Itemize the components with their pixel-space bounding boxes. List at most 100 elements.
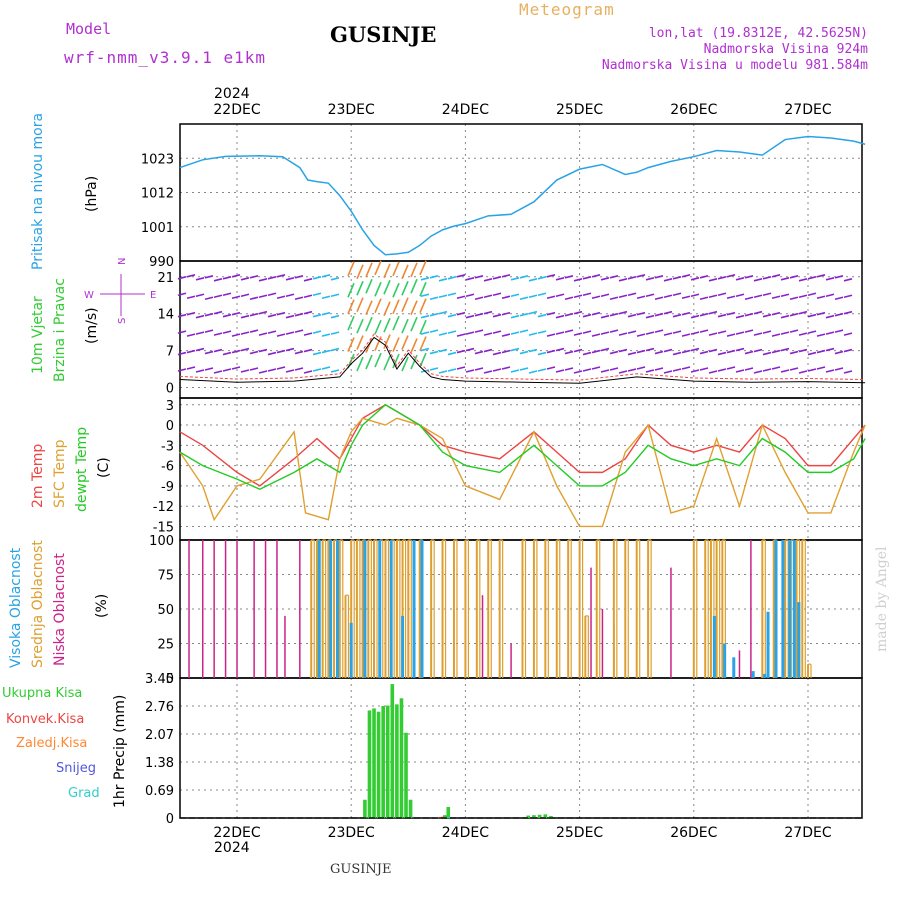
wind-arrow (708, 310, 718, 315)
x-tick-label-top: 26DEC (670, 102, 717, 118)
x-tick-label-bottom: 23DEC (328, 825, 375, 841)
wind-arrow (591, 366, 601, 370)
wind-arrow (717, 368, 727, 372)
panel-1: 0 7 14 21 (157, 260, 863, 399)
wind-arrow (735, 277, 745, 281)
wind-arrow (303, 370, 313, 374)
wind-arrow (303, 294, 313, 299)
wind-arrow (681, 349, 691, 354)
wind-arrow (285, 331, 295, 335)
wind-arrow (798, 332, 808, 336)
wind-arrow (735, 331, 745, 335)
wind-arrow (267, 313, 277, 318)
wind-arrow (356, 280, 364, 296)
wind-arrow (735, 347, 745, 352)
wind-arrow (564, 329, 574, 333)
wind-arrow (492, 276, 502, 280)
wind-arrow (546, 333, 556, 337)
wind-arrow (321, 366, 331, 370)
wind-arrow (267, 276, 277, 280)
wind-arrow (618, 348, 628, 353)
wind-arrow (528, 332, 538, 336)
wind-arrow (419, 319, 427, 335)
wind-arrow (374, 352, 382, 368)
y-tick-label: 21 (157, 271, 174, 286)
wind-arrow (681, 295, 691, 300)
wind-arrow (312, 330, 322, 334)
y-tick-label: 1012 (141, 187, 174, 202)
wind-arrow (744, 367, 754, 371)
wind-arrow (365, 300, 373, 316)
wind-arrow (771, 311, 781, 316)
wind-arrow (645, 277, 655, 281)
wind-arrow (231, 366, 241, 370)
wind-arrow (365, 278, 373, 294)
elevation-info: Nadmorska Visina 924m (703, 42, 868, 57)
temp-sfc-axis-label: SFC Temp (52, 439, 68, 508)
wind-arrow (771, 349, 781, 354)
wind-arrow (231, 311, 241, 316)
wind-arrow (483, 310, 493, 315)
y-tick-label: -9 (161, 480, 174, 495)
wind-arrow (582, 292, 592, 297)
wind-arrow (717, 276, 727, 280)
x-tick-label-top: 27DEC (784, 102, 831, 118)
wind-arrow (347, 337, 355, 352)
wind-arrow (528, 278, 538, 282)
wind-arrow (726, 274, 736, 278)
wind-arrow (789, 329, 799, 333)
wind-arrow (222, 330, 232, 334)
wind-arrow (636, 295, 646, 300)
wind-arrow (438, 348, 448, 353)
wind-arrow (555, 277, 565, 281)
wind-arrow (744, 275, 754, 279)
wind-arrow (726, 333, 736, 337)
year-top: 2024 (214, 86, 250, 102)
wind-arrow (555, 347, 565, 352)
y-tick-label: 3.45 (145, 672, 174, 687)
wind-arrow (519, 275, 529, 279)
wind-arrow (726, 295, 736, 300)
wind-arrow (708, 370, 718, 374)
wind-arrow (582, 313, 592, 318)
wind-arrow (843, 310, 853, 315)
wind-arrow (771, 274, 781, 278)
wind-arrow (186, 366, 196, 370)
pressure-axis-label: Pritisak na nivou mora (30, 113, 46, 270)
wind-arrow (240, 331, 250, 335)
wind-axis-label: 10m Vjetar (30, 296, 46, 374)
wind-arrow (690, 277, 700, 281)
wind-arrow (419, 260, 427, 276)
wind-arrow (420, 314, 430, 319)
wind-arrow (816, 333, 826, 337)
wind-arrow (401, 356, 409, 372)
wind-arrow (474, 329, 484, 333)
wind-arrow (392, 282, 400, 298)
wind-arrow (420, 293, 430, 298)
wind-arrow (276, 274, 286, 278)
wind-arrow (618, 370, 628, 374)
wind-arrow (834, 275, 844, 279)
y-tick-label: 14 (157, 308, 174, 323)
wind-arrow (392, 315, 400, 331)
precip-unit-label: 1hr Precip (mm) (112, 695, 128, 808)
wind-arrow (834, 350, 844, 355)
wind-arrow (537, 276, 547, 280)
wind-arrow (438, 294, 448, 299)
wind-compass: N S W E (84, 258, 156, 324)
precip-total-bar (385, 705, 390, 818)
wind-arrow (699, 367, 709, 371)
y-tick-label: -15 (153, 520, 174, 535)
panel-frame (179, 260, 863, 399)
wind-arrow (816, 295, 826, 300)
wind-arrow (501, 333, 511, 337)
wind-arrow (501, 274, 511, 278)
wind-arrow (537, 292, 547, 297)
wind-arrow (410, 300, 418, 316)
wind-arrow (690, 331, 700, 335)
precip-total-bar (443, 815, 447, 818)
x-tick-label-top: 22DEC (213, 102, 260, 118)
wind-arrow (654, 350, 664, 355)
wind-arrow (240, 347, 250, 352)
wind-arrow (537, 351, 547, 356)
